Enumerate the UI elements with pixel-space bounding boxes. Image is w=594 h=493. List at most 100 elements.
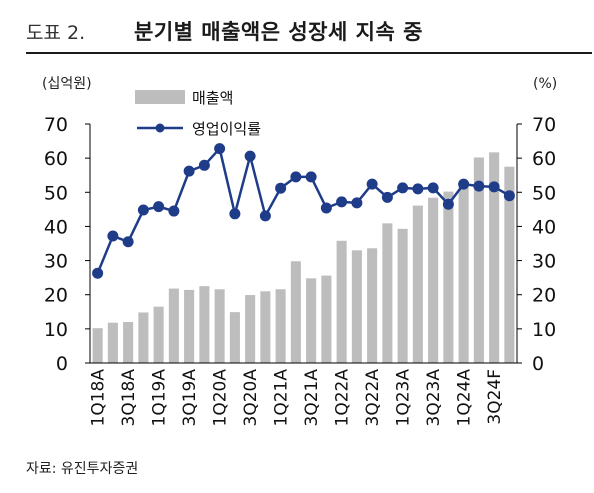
line-point (503, 190, 515, 202)
x-tick-label: 3Q20A (241, 369, 261, 427)
line-point (381, 191, 393, 203)
left-tick-label: 0 (56, 353, 68, 375)
bar (473, 157, 484, 363)
bar (428, 197, 439, 363)
legend-bar-swatch (135, 90, 185, 104)
right-tick-label: 40 (532, 216, 556, 238)
bar (443, 191, 454, 363)
bar (321, 275, 332, 363)
bar (229, 312, 240, 363)
legend: 매출액 영업이익률 (135, 89, 261, 138)
bar (336, 240, 347, 363)
line-point (275, 182, 287, 194)
line-point (137, 204, 149, 216)
axes (89, 124, 518, 364)
left-y-ticks: 0 10 20 30 40 50 60 70 (44, 114, 90, 375)
bar-series (92, 152, 515, 363)
line-point (244, 150, 256, 162)
line-point (442, 198, 454, 210)
figure-header: 도표 2. 분기별 매출액은 성장세 지속 중 (0, 0, 594, 54)
line-point (366, 178, 378, 190)
bar (107, 322, 118, 363)
line-point (183, 165, 195, 177)
bar (489, 152, 500, 363)
legend-bar-label: 매출액 (192, 89, 233, 107)
header-rule (26, 52, 592, 54)
x-tick-label: 1Q22A (333, 369, 353, 427)
left-tick-label: 20 (44, 285, 68, 307)
right-tick-label: 0 (532, 353, 544, 375)
line-point (229, 208, 241, 220)
bar (397, 228, 408, 363)
line-point (336, 196, 348, 208)
x-tick-label: 1Q24A (455, 369, 475, 427)
bar (214, 289, 225, 363)
left-tick-label: 10 (44, 319, 68, 341)
legend-line-marker (155, 123, 165, 133)
line-point (397, 182, 409, 194)
x-tick-label: 3Q21A (302, 369, 322, 427)
x-tick-label: 1Q20A (211, 369, 231, 427)
bar (260, 291, 271, 363)
right-tick-label: 70 (532, 114, 556, 136)
line-point (488, 181, 500, 193)
line-point (427, 182, 439, 194)
bar (123, 322, 134, 363)
figure-number: 도표 2. (26, 22, 86, 44)
legend-line-label: 영업이익률 (192, 120, 261, 138)
line-point (305, 171, 317, 183)
line-point (320, 202, 332, 214)
bar (367, 248, 378, 363)
bar (199, 286, 210, 363)
line-point (412, 183, 424, 195)
bar (382, 223, 393, 363)
x-ticks: 1Q18A 3Q18A 1Q19A 3Q19A 1Q20A 3Q20A 1Q21A 3Q21A… (89, 369, 506, 427)
right-tick-label: 60 (532, 148, 556, 170)
left-axis-unit: (십억원) (42, 76, 92, 92)
right-tick-label: 30 (532, 251, 556, 273)
figure-title: 분기별 매출액은 성장세 지속 중 (134, 20, 423, 44)
right-tick-label: 50 (532, 182, 556, 204)
x-tick-label: 3Q23A (424, 369, 444, 427)
bar (153, 306, 164, 363)
line-point (214, 143, 226, 155)
line-point (107, 230, 119, 242)
right-tick-label: 20 (532, 285, 556, 307)
left-tick-label: 40 (44, 216, 68, 238)
bar (138, 312, 149, 363)
x-tick-label: 1Q21A (272, 369, 292, 427)
x-tick-label: 1Q19A (150, 369, 170, 427)
left-tick-label: 30 (44, 251, 68, 273)
right-tick-label: 10 (532, 319, 556, 341)
bar (306, 278, 317, 363)
line-point (458, 178, 470, 190)
source-note: 자료: 유진투자증권 (26, 461, 139, 477)
line-point (290, 171, 302, 183)
bar (184, 289, 195, 363)
line-point (92, 267, 104, 279)
line-point (351, 197, 363, 209)
bar (504, 166, 515, 363)
bar (92, 328, 103, 363)
bar (275, 289, 286, 363)
bar (290, 261, 301, 363)
line-point (259, 210, 271, 222)
line-point (122, 236, 134, 248)
line-point (473, 180, 485, 192)
line-point (153, 201, 165, 213)
right-y-ticks: 0 10 20 30 40 50 60 70 (517, 114, 556, 375)
right-axis-unit: (%) (533, 76, 557, 92)
bar (458, 181, 469, 363)
bar (245, 295, 256, 363)
left-tick-label: 50 (44, 182, 68, 204)
bar (412, 205, 423, 363)
left-tick-label: 60 (44, 148, 68, 170)
x-tick-label: 1Q23A (394, 369, 414, 427)
bar (351, 250, 362, 363)
line-series (92, 143, 515, 279)
x-tick-label: 1Q18A (89, 369, 109, 427)
line-point (198, 159, 210, 171)
x-tick-label: 3Q19A (180, 369, 200, 427)
x-tick-label: 3Q22A (363, 369, 383, 427)
